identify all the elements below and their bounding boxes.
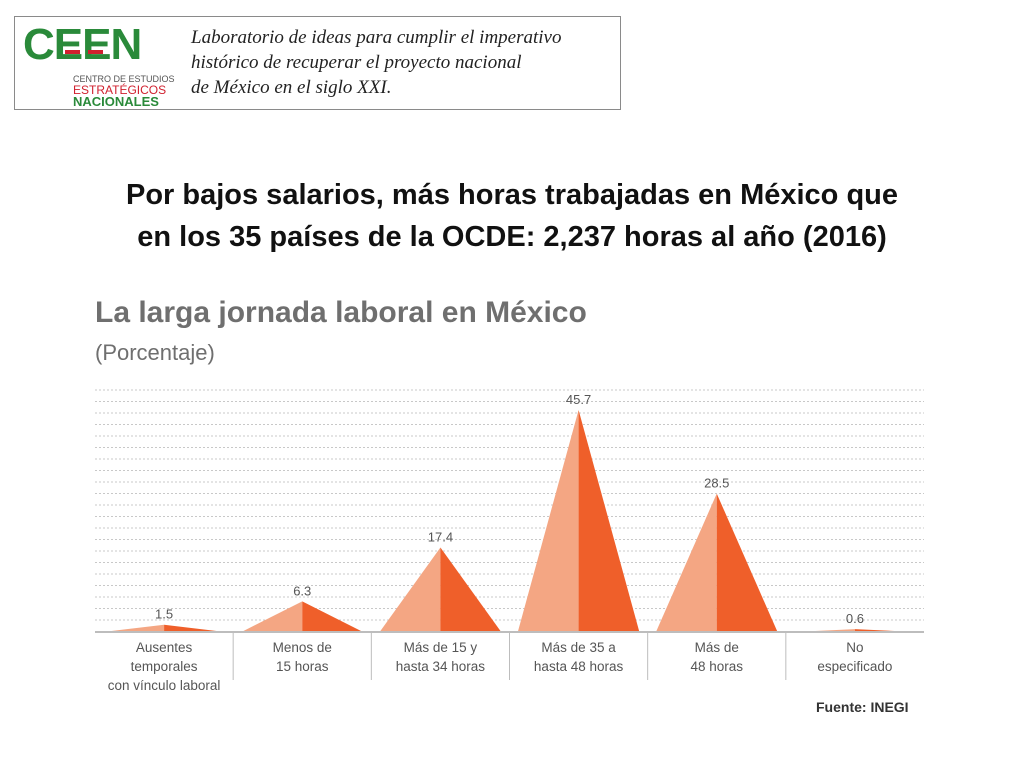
category-label: con vínculo laboral [108, 678, 221, 693]
data-label: 17.4 [428, 530, 453, 545]
category-label: Más de 15 y [404, 640, 478, 655]
peak-right-half [578, 410, 640, 632]
tagline-line: histórico de recuperar el proyecto nacio… [191, 52, 522, 73]
peak-left-half [103, 624, 165, 632]
category-label: 15 horas [276, 659, 329, 674]
peak-left-half [517, 410, 579, 632]
logo-line-3: NACIONALES [73, 94, 159, 109]
headline-line: en los 35 países de la OCDE: 2,237 horas… [137, 221, 887, 253]
data-label: 45.7 [566, 392, 591, 407]
category-label: especificado [817, 659, 892, 674]
tagline-line: Laboratorio de ideas para cumplir el imp… [191, 27, 562, 48]
tagline-line: de México en el siglo XXI. [191, 77, 392, 98]
data-label: 28.5 [704, 476, 729, 491]
chart-title: La larga jornada laboral en México [95, 296, 587, 329]
chart-source: Fuente: INEGI [816, 699, 909, 715]
page-headline: Por bajos salarios, más horas trabajadas… [0, 174, 1024, 258]
peak-right-half [302, 601, 364, 632]
category-label: 48 horas [690, 659, 743, 674]
tagline: Laboratorio de ideas para cumplir el imp… [191, 25, 561, 100]
category-label: temporales [131, 659, 198, 674]
peak-left-half [241, 601, 303, 632]
category-label: Ausentes [136, 640, 193, 655]
data-label: 6.3 [293, 583, 311, 598]
headline-line: Por bajos salarios, más horas trabajadas… [125, 179, 899, 211]
peak-right-half [716, 493, 778, 632]
logo-line-2: ESTRATÉGICOS [73, 83, 167, 97]
category-label: Más de 35 a [541, 640, 616, 655]
peak-left-half [655, 493, 717, 632]
logo-line-1: CENTRO DE ESTUDIOS [73, 74, 175, 84]
logo-flag-bars [65, 41, 111, 59]
header-box: CEEN CENTRO DE ESTUDIOS ESTRATÉGICOS NAC… [14, 16, 621, 110]
peak-right-half [164, 624, 225, 632]
category-label: hasta 48 horas [534, 659, 624, 674]
category-label: Menos de [273, 640, 332, 655]
logo-letters: CEEN [23, 20, 142, 69]
category-label: No [846, 640, 863, 655]
peak-right-half [440, 547, 502, 632]
peak-left-half [379, 547, 441, 632]
data-label: 0.6 [846, 611, 864, 626]
ceen-logo: CEEN CENTRO DE ESTUDIOS ESTRATÉGICOS NAC… [21, 20, 191, 109]
category-label: hasta 34 horas [396, 659, 486, 674]
data-label: 1.5 [155, 607, 173, 622]
chart-subtitle: (Porcentaje) [95, 340, 215, 365]
category-label: Más de [695, 640, 739, 655]
